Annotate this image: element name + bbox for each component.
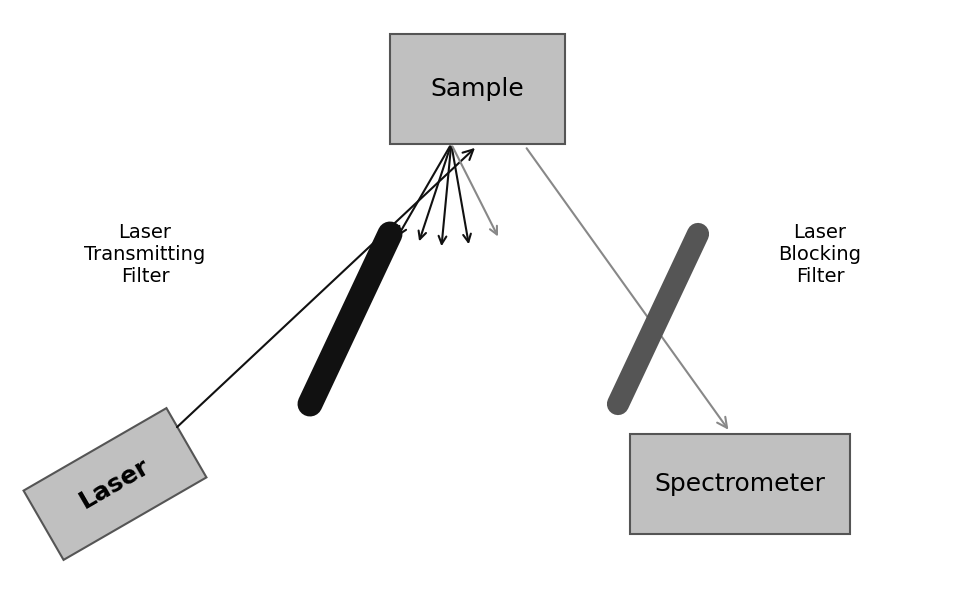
Text: Laser
Transmitting
Filter: Laser Transmitting Filter bbox=[84, 222, 205, 286]
Text: Laser
Blocking
Filter: Laser Blocking Filter bbox=[779, 222, 861, 286]
FancyBboxPatch shape bbox=[390, 34, 565, 144]
Text: Laser: Laser bbox=[76, 454, 155, 514]
Polygon shape bbox=[24, 408, 206, 560]
FancyBboxPatch shape bbox=[630, 434, 850, 534]
Text: Sample: Sample bbox=[431, 77, 524, 101]
Text: Spectrometer: Spectrometer bbox=[655, 472, 826, 496]
